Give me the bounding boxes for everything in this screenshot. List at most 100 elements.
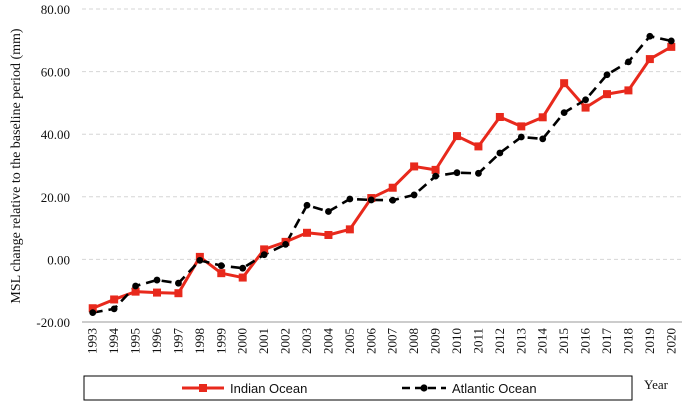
indian-ocean-point — [517, 122, 526, 131]
indian-ocean-point — [174, 289, 183, 298]
x-tick-label: 2018 — [620, 328, 635, 354]
x-tick-label: 2002 — [278, 328, 293, 354]
atlantic-ocean-point — [239, 264, 247, 272]
atlantic-ocean-point — [260, 251, 268, 259]
atlantic-ocean-point — [367, 196, 375, 204]
indian-ocean-point — [238, 273, 247, 282]
series-line-indian-ocean — [92, 45, 673, 310]
x-tick-label: 1994 — [106, 328, 121, 355]
gridlines — [82, 8, 682, 260]
y-tick-label: 80.00 — [41, 2, 70, 17]
indian-ocean-point — [581, 103, 590, 112]
x-tick-label: 1996 — [149, 328, 164, 355]
indian-ocean-point — [495, 112, 504, 121]
y-axis-label: MSL change relative to the baseline peri… — [9, 28, 24, 303]
atlantic-ocean-point — [325, 208, 332, 215]
atlantic-ocean-point — [217, 262, 225, 270]
atlantic-ocean-point — [389, 196, 397, 204]
x-tick-label: 2013 — [513, 328, 528, 354]
x-tick-label: 2005 — [342, 328, 357, 354]
legend-marker-indian-ocean — [199, 384, 207, 392]
indian-ocean-point — [345, 225, 354, 234]
y-tick-label: 20.00 — [41, 190, 70, 205]
x-tick-label: 2016 — [578, 328, 593, 355]
indian-ocean-point — [131, 287, 140, 296]
x-tick-label: 1995 — [128, 328, 143, 354]
legend-label-atlantic-ocean: Atlantic Ocean — [452, 381, 537, 396]
legend: Indian Ocean Atlantic Ocean — [83, 375, 633, 401]
atlantic-ocean-point — [132, 282, 139, 290]
indian-ocean-point — [474, 142, 483, 151]
atlantic-ocean-point — [303, 201, 311, 209]
atlantic-ocean-point — [667, 37, 675, 45]
indian-ocean-point — [88, 304, 97, 313]
atlantic-ocean-point — [582, 96, 589, 104]
x-tick-label: 1999 — [213, 328, 228, 354]
atlantic-ocean-point — [560, 109, 568, 117]
atlantic-ocean-point — [603, 71, 611, 79]
indian-ocean-point — [431, 165, 440, 174]
y-axis-ticks: -20.00 0.00 20.00 40.00 60.00 80.00 — [36, 2, 70, 330]
indian-ocean-point — [560, 79, 569, 88]
atlantic-ocean-point — [453, 169, 461, 177]
x-tick-label: 2001 — [256, 328, 271, 354]
x-tick-label: 2008 — [406, 328, 421, 354]
data-series — [88, 32, 676, 317]
atlantic-ocean-point — [196, 256, 204, 264]
atlantic-ocean-point — [646, 32, 654, 40]
x-tick-label: 1993 — [85, 328, 100, 354]
atlantic-ocean-point — [539, 135, 547, 143]
legend-label-indian-ocean: Indian Ocean — [230, 381, 307, 396]
legend-marker-atlantic-ocean — [420, 384, 428, 392]
series-line-atlantic-ocean — [92, 34, 672, 314]
indian-ocean-point — [110, 295, 119, 304]
indian-ocean-point — [667, 42, 676, 51]
legend-box — [83, 375, 633, 401]
atlantic-ocean-point — [282, 240, 289, 248]
indian-ocean-point — [388, 183, 397, 192]
indian-ocean-point — [645, 55, 654, 64]
x-tick-label: 2007 — [385, 328, 400, 355]
x-tick-label: 2019 — [642, 328, 657, 354]
indian-ocean-point — [217, 269, 226, 278]
x-tick-label: 2011 — [470, 328, 485, 354]
x-tick-label: 2006 — [363, 328, 378, 355]
atlantic-ocean-point — [475, 169, 482, 177]
x-tick-label: 2012 — [492, 328, 507, 354]
y-tick-label: -20.00 — [36, 315, 70, 330]
y-tick-label: 60.00 — [41, 65, 70, 80]
atlantic-ocean-point — [89, 309, 97, 317]
x-tick-label: 2009 — [428, 328, 443, 354]
indian-ocean-point — [260, 245, 269, 254]
x-tick-label: 2014 — [535, 328, 550, 355]
x-tick-label: 2004 — [320, 328, 335, 355]
atlantic-ocean-point — [175, 279, 182, 287]
indian-ocean-point — [303, 228, 311, 237]
x-tick-label: 1997 — [170, 328, 185, 355]
indian-ocean-point — [624, 86, 633, 95]
x-tick-label: 2003 — [299, 328, 314, 354]
x-tick-label: 2000 — [235, 328, 250, 354]
y-tick-label: 40.00 — [41, 127, 70, 142]
x-tick-label: 1998 — [192, 328, 207, 354]
y-tick-label: 0.00 — [47, 252, 70, 267]
x-tick-label: 2017 — [599, 328, 614, 355]
atlantic-ocean-point — [517, 133, 525, 141]
atlantic-ocean-point — [110, 305, 118, 313]
atlantic-ocean-point — [625, 58, 632, 66]
atlantic-ocean-point — [153, 276, 161, 284]
x-tick-label: 2010 — [449, 328, 464, 354]
atlantic-ocean-point — [432, 172, 439, 180]
atlantic-ocean-point — [410, 191, 418, 199]
indian-ocean-point — [324, 230, 333, 239]
indian-ocean-point — [538, 113, 547, 122]
indian-ocean-point — [453, 132, 461, 141]
indian-ocean-point — [603, 90, 611, 99]
x-axis-label: Year — [644, 377, 669, 392]
x-tick-label: 2020 — [663, 328, 678, 354]
atlantic-ocean-point — [346, 195, 354, 203]
indian-ocean-point — [195, 252, 204, 261]
atlantic-ocean-point — [496, 149, 504, 157]
indian-ocean-point — [153, 288, 161, 297]
